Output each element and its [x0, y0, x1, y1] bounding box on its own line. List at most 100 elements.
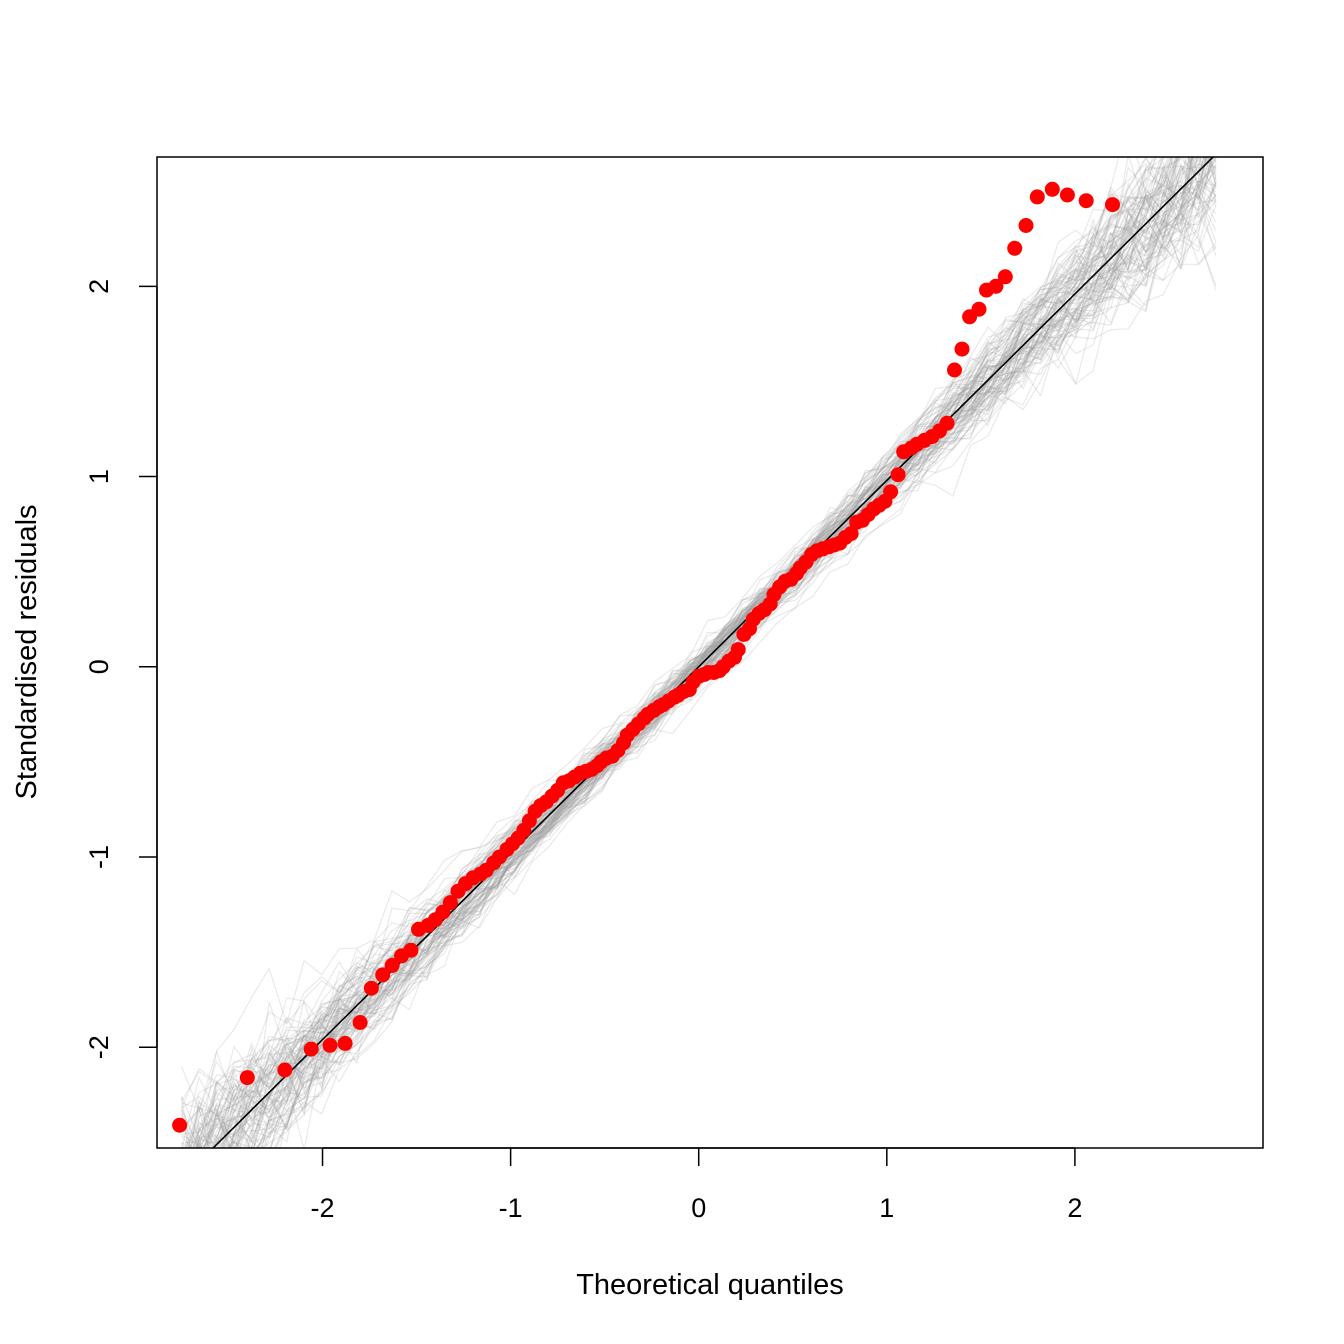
envelope-line	[269, 157, 1157, 1148]
x-tick-label: 2	[1067, 1193, 1082, 1223]
residual-point	[939, 415, 955, 431]
envelope-line	[246, 157, 1217, 1148]
residual-points	[172, 181, 1120, 1133]
y-axis: -2 -1 0 1 2	[84, 279, 158, 1059]
envelope-line	[181, 157, 1205, 1148]
x-tick-label: 0	[691, 1193, 706, 1223]
envelope-line	[197, 183, 1217, 1148]
envelope-line	[180, 212, 1217, 1109]
envelope-line	[188, 157, 1217, 1148]
y-axis-title: Standardised residuals	[11, 504, 43, 799]
residual-point	[988, 278, 1004, 294]
residual-point	[890, 467, 906, 483]
envelope-line	[191, 157, 1199, 1148]
residual-point	[997, 269, 1013, 285]
envelope-line	[203, 246, 1217, 1148]
envelope-line	[230, 157, 1175, 1148]
envelope-line	[235, 157, 1217, 1148]
envelope-line	[181, 157, 1217, 1115]
envelope-line	[229, 157, 1202, 1148]
residual-point	[239, 1070, 255, 1086]
reference-line-group	[211, 157, 1215, 1148]
envelope-line	[224, 157, 1217, 1148]
envelope-line	[187, 157, 1197, 1148]
residual-point	[442, 895, 458, 911]
residual-point	[303, 1041, 319, 1057]
envelope-line	[188, 180, 1217, 1148]
residual-point	[384, 957, 400, 973]
y-tick-label: 0	[84, 659, 114, 674]
envelope-line	[180, 157, 1217, 1148]
envelope-line	[180, 234, 1217, 1112]
envelope-line	[180, 194, 1217, 1148]
envelope-line	[197, 163, 1217, 1148]
envelope-line	[219, 157, 1217, 1148]
envelope-line	[222, 157, 1194, 1148]
envelope-line	[198, 164, 1217, 1148]
envelope-line	[195, 157, 1217, 1148]
residual-point	[322, 1037, 338, 1053]
x-tick-label: 1	[879, 1193, 894, 1223]
y-tick-label: -2	[84, 1035, 114, 1059]
residual-point	[883, 484, 899, 500]
residual-point	[1059, 187, 1075, 203]
envelope-line	[197, 157, 1194, 1148]
y-tick-label: 2	[84, 279, 114, 294]
x-tick-label: -1	[499, 1193, 523, 1223]
x-tick-label: -2	[311, 1193, 335, 1223]
residual-point	[947, 362, 962, 378]
envelope-line	[205, 157, 1214, 1148]
residual-point	[172, 1117, 188, 1133]
envelope-line	[191, 157, 1174, 1148]
envelope-line	[262, 157, 1217, 1148]
envelope-line	[227, 157, 1177, 1148]
residual-point	[954, 341, 970, 357]
residual-point	[843, 526, 859, 542]
envelope-line	[181, 211, 1217, 1148]
envelope-line	[181, 157, 1206, 1144]
simulation-envelope	[180, 157, 1217, 1148]
residual-point	[1105, 197, 1120, 213]
residual-point	[1007, 240, 1023, 256]
envelope-line	[260, 157, 1158, 1148]
envelope-line	[196, 157, 1207, 1148]
envelope-line	[217, 157, 1208, 1148]
residual-point	[375, 967, 391, 983]
envelope-line	[180, 162, 1217, 1102]
envelope-line	[202, 157, 1205, 1148]
residual-point	[277, 1062, 293, 1078]
envelope-line	[223, 157, 1165, 1148]
envelope-line	[184, 157, 1154, 1148]
residual-point	[1029, 189, 1045, 205]
reference-line	[211, 157, 1215, 1148]
envelope-line	[187, 157, 1195, 1148]
residual-point	[337, 1035, 353, 1051]
envelope-line	[192, 193, 1217, 1148]
envelope-line	[189, 157, 1203, 1148]
envelope-line	[254, 157, 1180, 1148]
x-axis: -2 -1 0 1 2	[311, 1147, 1082, 1223]
envelope-line	[205, 157, 1191, 1148]
residual-point	[971, 301, 987, 317]
envelope-line	[228, 157, 1181, 1148]
residual-point	[1018, 218, 1034, 233]
residual-point	[363, 980, 379, 996]
envelope-line	[202, 157, 1217, 1148]
residual-point	[403, 942, 419, 958]
residual-point	[1044, 181, 1060, 197]
y-tick-label: -1	[84, 845, 114, 869]
envelope-line	[194, 185, 1217, 1148]
residual-point	[730, 642, 746, 658]
envelope-line	[180, 157, 1208, 1147]
y-tick-label: 1	[84, 469, 114, 484]
residual-point	[352, 1015, 368, 1030]
envelope-line	[181, 193, 1217, 1148]
envelope-line	[214, 157, 1187, 1148]
envelope-line	[250, 157, 1169, 1148]
envelope-line	[181, 157, 1215, 1117]
envelope-line	[198, 171, 1217, 1148]
x-axis-title: Theoretical quantiles	[576, 1269, 844, 1301]
residual-point	[1078, 193, 1094, 209]
envelope-line	[185, 157, 1217, 1148]
